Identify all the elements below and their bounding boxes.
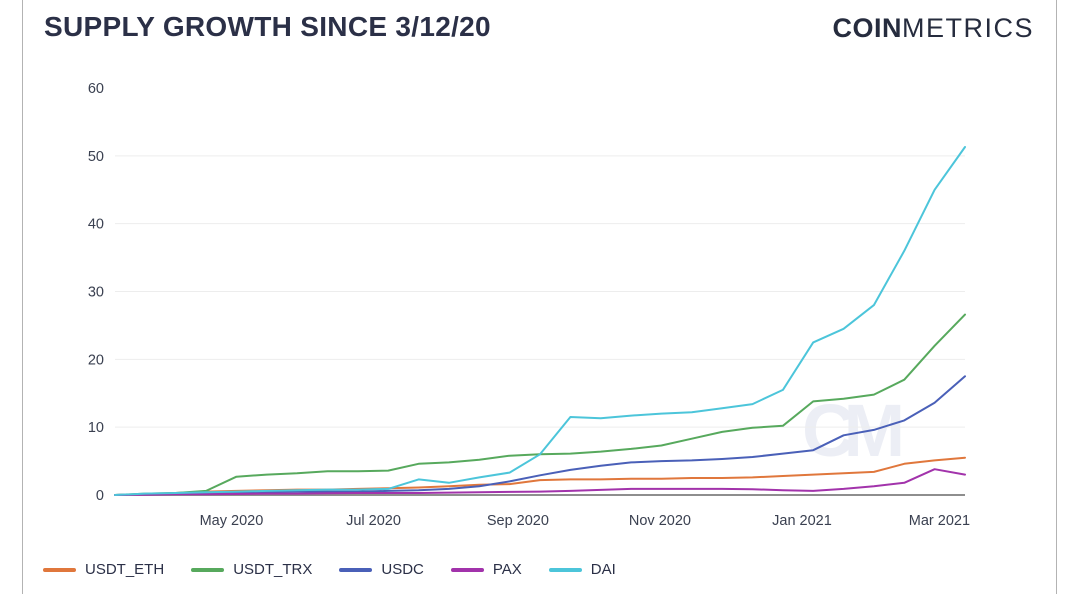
supply-growth-line-chart: 0 10 20 30 40 50 60 May 2020 Jul 2020 Sep 2020 Nov… xyxy=(88,81,970,529)
series-line-DAI xyxy=(114,146,966,496)
left-border-line xyxy=(22,0,23,594)
y-axis-label-50: 50 xyxy=(88,149,104,165)
legend-label: USDC xyxy=(381,561,424,578)
legend-item-DAI[interactable]: DAI xyxy=(548,561,616,578)
legend-item-USDT_ETH[interactable]: USDT_ETH xyxy=(43,561,164,578)
legend-label: USDT_ETH xyxy=(85,561,165,578)
series-line-PAX xyxy=(114,468,966,496)
right-border-line xyxy=(1056,0,1057,594)
series-line-USDC xyxy=(114,375,966,496)
y-axis-label-30: 30 xyxy=(88,285,104,301)
legend-swatch-PAX xyxy=(450,567,484,572)
y-axis-label-60: 60 xyxy=(88,81,104,97)
legend-label: PAX xyxy=(492,561,522,578)
page-title: SUPPLY GROWTH SINCE 3/12/20 xyxy=(44,11,491,42)
x-axis-label: Jul 2020 xyxy=(346,513,401,529)
x-axis-label: May 2020 xyxy=(200,513,264,529)
y-axis-label-0: 0 xyxy=(96,488,104,504)
logo-metrics-text: METRICS xyxy=(902,13,1034,43)
legend: USDT_ETH USDT_TRX USDC PAX DAI xyxy=(43,561,616,578)
cm-watermark: CM xyxy=(802,389,905,472)
legend-swatch-USDC xyxy=(339,567,373,572)
legend-swatch-USDT_ETH xyxy=(43,567,76,572)
y-axis-label-40: 40 xyxy=(88,217,104,233)
series-line-USDT_TRX xyxy=(114,313,966,496)
logo-coin-text: COIN xyxy=(832,13,902,43)
x-axis-label: Sep 2020 xyxy=(487,513,549,529)
brand-logo: COINMETRICS xyxy=(833,13,1035,44)
y-axis-label-20: 20 xyxy=(88,352,104,368)
legend-item-USDC[interactable]: USDC xyxy=(339,561,424,578)
legend-item-USDT_TRX[interactable]: USDT_TRX xyxy=(191,561,312,578)
legend-swatch-USDT_TRX xyxy=(191,567,225,572)
x-axis-label: Jan 2021 xyxy=(772,513,832,529)
legend-label: USDT_TRX xyxy=(233,561,313,578)
y-axis-label-10: 10 xyxy=(88,420,104,436)
legend-swatch-DAI xyxy=(548,567,582,572)
legend-item-PAX[interactable]: PAX xyxy=(450,561,522,578)
x-axis-label: Nov 2020 xyxy=(629,513,691,529)
legend-label: DAI xyxy=(590,561,616,578)
x-axis-label: Mar 2021 xyxy=(909,513,970,529)
